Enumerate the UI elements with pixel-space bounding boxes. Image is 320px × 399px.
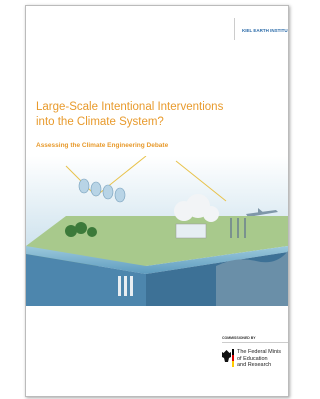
flag-stripe: [232, 349, 234, 367]
ministry-line: and Research: [237, 362, 281, 369]
title: Large-Scale Intentional Interventions in…: [36, 100, 223, 130]
commissioned-label: COMMISSIONED BY: [222, 336, 256, 340]
institute: KIEL EARTH INSTITU: [242, 28, 288, 33]
divider: [234, 18, 235, 40]
cover: KIEL EARTH INSTITU Large-Scale Intention…: [25, 5, 289, 397]
ministry: The Federal Minis of Education and Resea…: [237, 349, 281, 369]
illustration: [26, 156, 288, 306]
title-line: Large-Scale Intentional Interventions: [36, 100, 223, 115]
eagle-logo: [222, 350, 231, 362]
page: KIEL EARTH INSTITU Large-Scale Intention…: [0, 0, 289, 399]
ministry-line: The Federal Minis: [237, 349, 281, 356]
divider: [222, 342, 288, 343]
subtitle: Assessing the Climate Engineering Debate: [36, 142, 168, 149]
title-line: into the Climate System?: [36, 115, 223, 130]
